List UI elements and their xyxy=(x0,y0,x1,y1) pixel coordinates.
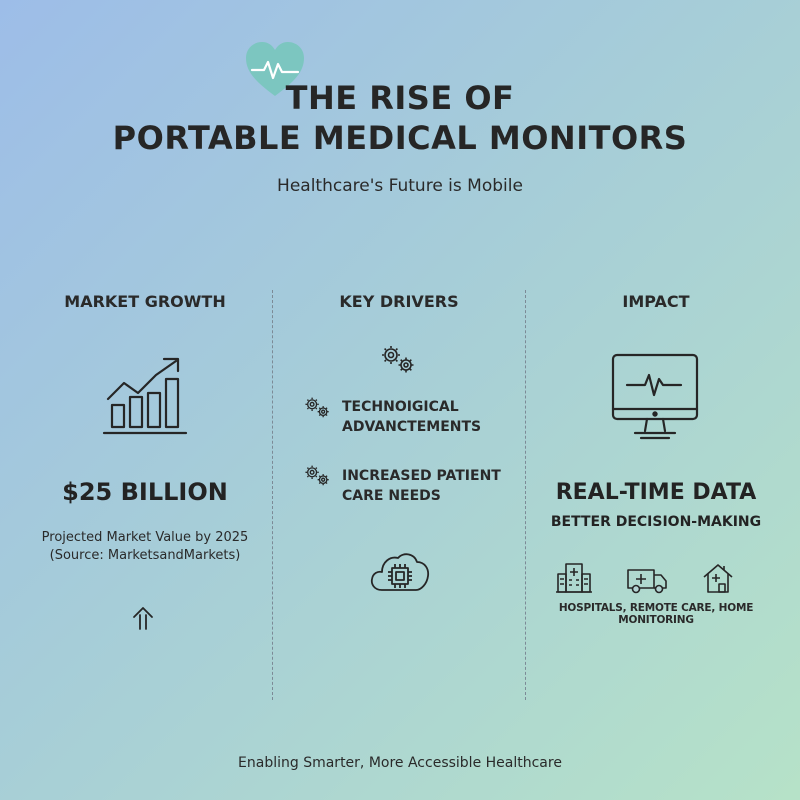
key-drivers-heading: KEY DRIVERS xyxy=(339,292,459,311)
market-description: Projected Market Value by 2025 xyxy=(41,530,249,545)
market-value: $25 BILLION xyxy=(62,478,228,506)
driver-1-gears-icon xyxy=(305,397,329,418)
footer-tagline: Enabling Smarter, More Accessible Health… xyxy=(238,755,562,771)
up-arrow-icon xyxy=(133,607,153,630)
hospital-icon xyxy=(556,563,592,593)
page-title-line2: PORTABLE MEDICAL MONITORS xyxy=(112,119,688,157)
impact-heading: IMPACT xyxy=(622,292,690,311)
page-subtitle: Healthcare's Future is Mobile xyxy=(277,176,523,196)
monitor-heartbeat-icon xyxy=(611,353,699,440)
driver-2-line2: CARE NEEDS xyxy=(342,488,441,504)
heart-pulse-icon xyxy=(246,42,304,96)
impact-settings-label: HOSPITALS, REMOTE CARE, HOME MONITORING xyxy=(558,602,754,626)
impact-headline: REAL-TIME DATA xyxy=(555,480,757,505)
column-divider xyxy=(272,290,273,700)
driver-1-line1: TECHNOIGICAL xyxy=(342,399,459,415)
home-care-icon xyxy=(703,564,733,593)
page-title-line1: THE RISE OF xyxy=(285,79,515,117)
market-source: (Source: MarketsandMarkets) xyxy=(49,548,241,563)
market-growth-heading: MARKET GROWTH xyxy=(64,292,226,311)
driver-1-line2: ADVANCTEMENTS xyxy=(342,419,482,435)
growth-chart-icon xyxy=(102,357,188,435)
driver-2-line1: INCREASED PATIENT xyxy=(342,468,501,484)
column-divider xyxy=(525,290,526,700)
driver-2-gears-icon xyxy=(305,465,329,486)
ambulance-icon xyxy=(627,569,667,594)
driver-2-label: INCREASED PATIENT CARE NEEDS xyxy=(342,466,522,506)
impact-subheadline: BETTER DECISION-MAKING xyxy=(550,514,762,530)
cloud-chip-icon xyxy=(370,553,430,591)
driver-1-label: TECHNOIGICAL ADVANCTEMENTS xyxy=(342,397,522,437)
gears-icon xyxy=(382,346,414,373)
